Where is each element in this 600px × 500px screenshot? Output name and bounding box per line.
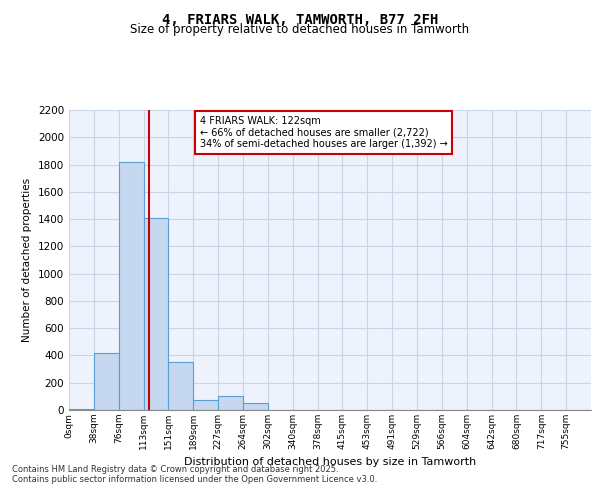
Bar <box>218 396 243 410</box>
Bar <box>119 162 143 410</box>
Text: 4 FRIARS WALK: 122sqm
← 66% of detached houses are smaller (2,722)
34% of semi-d: 4 FRIARS WALK: 122sqm ← 66% of detached … <box>199 116 447 149</box>
X-axis label: Distribution of detached houses by size in Tamworth: Distribution of detached houses by size … <box>184 458 476 468</box>
Text: 4, FRIARS WALK, TAMWORTH, B77 2FH: 4, FRIARS WALK, TAMWORTH, B77 2FH <box>162 12 438 26</box>
Bar <box>143 218 169 410</box>
Y-axis label: Number of detached properties: Number of detached properties <box>22 178 32 342</box>
Bar <box>193 400 218 410</box>
Bar <box>94 352 119 410</box>
Text: Size of property relative to detached houses in Tamworth: Size of property relative to detached ho… <box>130 22 470 36</box>
Text: Contains HM Land Registry data © Crown copyright and database right 2025.: Contains HM Land Registry data © Crown c… <box>12 466 338 474</box>
Bar <box>243 403 268 410</box>
Bar <box>169 362 193 410</box>
Text: Contains public sector information licensed under the Open Government Licence v3: Contains public sector information licen… <box>12 476 377 484</box>
